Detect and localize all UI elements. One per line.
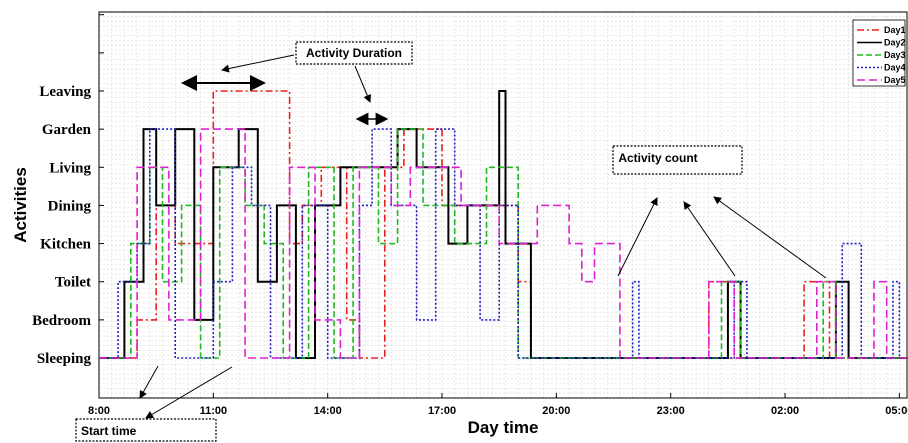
y-axis-label: Activities: [11, 167, 30, 243]
svg-text:Activity count: Activity count: [618, 151, 697, 165]
x-tick-label: 20:00: [542, 405, 570, 417]
svg-text:Start time: Start time: [81, 424, 137, 438]
y-tick-label: Sleeping: [37, 351, 92, 367]
legend: Day1 Day2 Day3 Day4 Day5: [852, 19, 906, 87]
y-tick-labels: Sleeping Bedroom Toilet Kitchen Dining Living…: [32, 14, 104, 367]
annotation-start-time: Start time: [75, 365, 233, 442]
x-tick-label: 23:00: [657, 405, 685, 417]
annotation-activity-duration: Activity Duration: [181, 41, 413, 126]
x-tick-label: 05:00: [885, 405, 908, 417]
y-tick-label: Garden: [42, 122, 92, 138]
y-tick-label: Living: [49, 160, 91, 176]
svg-text:Activity Duration: Activity Duration: [306, 46, 402, 60]
legend-label: Day4: [884, 63, 906, 73]
series-line-day5: [99, 128, 908, 359]
annotation-activity-count: Activity count: [612, 145, 827, 279]
x-tick-label: 17:00: [428, 405, 456, 417]
y-tick-label: Leaving: [39, 84, 91, 100]
series-line-day4: [99, 128, 908, 359]
x-tick-label: 8:00: [88, 405, 110, 417]
y-tick-label: Dining: [48, 198, 92, 214]
series-lines: [99, 90, 908, 359]
y-tick-label: Bedroom: [32, 313, 91, 329]
x-tick-labels: 8:00 11:00 14:00 17:00 20:00 23:00 02:00 05:00: [88, 393, 908, 417]
x-tick-label: 02:00: [771, 405, 799, 417]
legend-label: Day2: [884, 38, 906, 48]
legend-label: Day5: [884, 75, 906, 85]
x-tick-label: 14:00: [314, 405, 342, 417]
y-tick-label: Kitchen: [40, 237, 91, 253]
series-line-day3: [99, 128, 908, 359]
x-axis-label: Day time: [468, 418, 539, 437]
legend-label: Day1: [884, 25, 906, 35]
x-tick-label: 11:00: [200, 405, 228, 417]
y-tick-label: Toilet: [55, 275, 91, 291]
legend-label: Day3: [884, 50, 906, 60]
